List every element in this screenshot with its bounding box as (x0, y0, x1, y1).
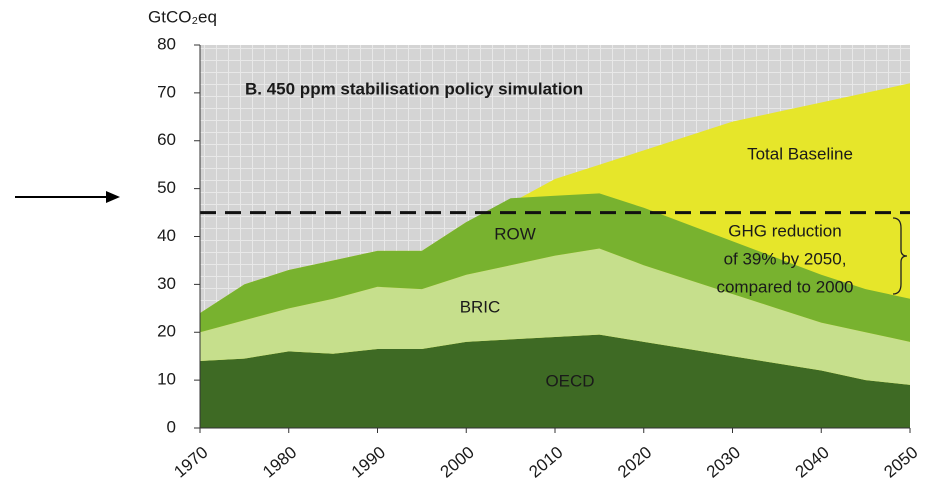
annotation: compared to 2000 (716, 277, 853, 296)
area (200, 334, 910, 428)
area-label: ROW (494, 224, 536, 243)
arrow-head (106, 191, 120, 203)
area (200, 193, 910, 342)
x-tick-label: 2040 (792, 443, 833, 482)
chart-title: B. 450 ppm stabilisation policy simulati… (245, 79, 583, 98)
area (200, 248, 910, 385)
x-tick-label: 2000 (437, 443, 478, 482)
brace (892, 217, 908, 295)
annotation: GHG reduction (728, 221, 841, 240)
y-axis-label: GtCO₂eq (148, 7, 217, 26)
y-tick-label: 40 (157, 226, 176, 245)
x-tick-label: 1990 (348, 443, 389, 482)
x-tick-label: 2010 (525, 443, 566, 482)
y-tick-label: 0 (167, 417, 176, 436)
x-tick-label: 2020 (614, 443, 655, 482)
y-tick-label: 50 (157, 178, 176, 197)
y-tick-label: 20 (157, 322, 176, 341)
y-tick-label: 30 (157, 274, 176, 293)
x-tick-label: 1980 (259, 443, 300, 482)
area-label: Total Baseline (747, 144, 853, 163)
area-label: OECD (545, 371, 594, 390)
y-tick-label: 10 (157, 370, 176, 389)
y-tick-label: 70 (157, 82, 176, 101)
y-tick-label: 60 (157, 130, 176, 149)
y-tick-label: 80 (157, 34, 176, 53)
x-tick-label: 2030 (703, 443, 744, 482)
annotation: of 39% by 2050, (724, 249, 847, 268)
x-tick-label: 2050 (880, 443, 921, 482)
area-label: BRIC (460, 297, 501, 316)
x-tick-label: 1970 (170, 443, 211, 482)
